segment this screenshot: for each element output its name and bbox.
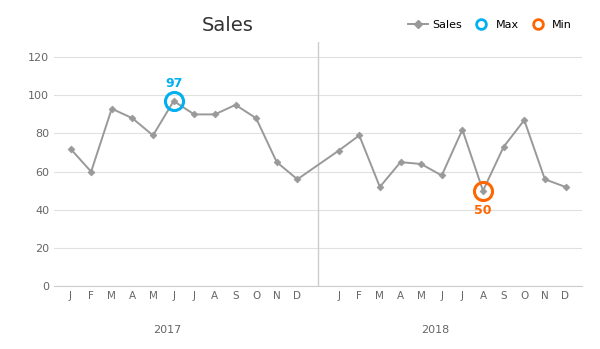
Text: 2017: 2017 [154, 325, 182, 335]
Legend: Sales, Max, Min: Sales, Max, Min [404, 16, 577, 35]
Text: 50: 50 [474, 204, 492, 217]
Text: 2018: 2018 [421, 325, 449, 335]
Text: Sales: Sales [202, 16, 254, 35]
Text: 97: 97 [165, 76, 182, 90]
